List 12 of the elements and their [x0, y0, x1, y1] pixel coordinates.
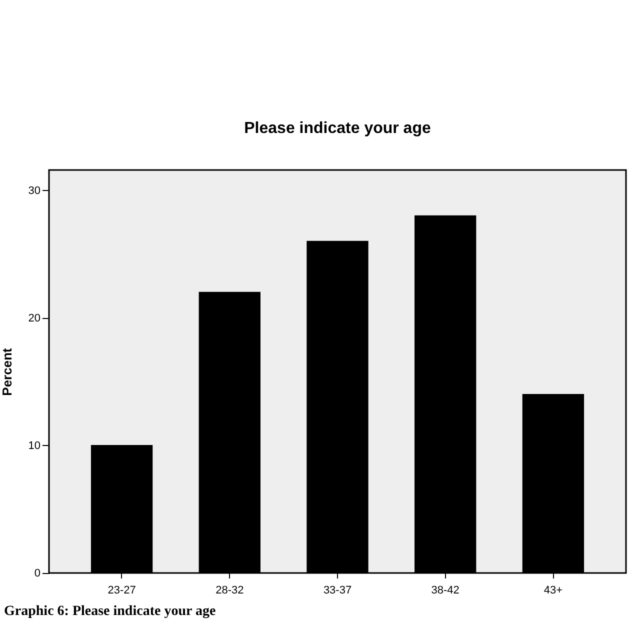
y-tick-label: 10	[28, 440, 40, 452]
y-axis-title: Percent	[0, 347, 14, 396]
x-tick-label: 43+	[544, 584, 563, 596]
x-tick-label: 23-27	[108, 584, 136, 596]
x-tick-label: 33-37	[323, 584, 352, 596]
y-tick-label: 0	[34, 568, 40, 580]
chart-title: Please indicate your age	[244, 120, 431, 137]
x-tick-label: 28-32	[216, 584, 244, 596]
y-tick-label: 30	[28, 184, 40, 197]
x-tick-label: 38-42	[431, 584, 460, 596]
y-tick-label: 20	[28, 312, 40, 324]
text: Graphic 6: Please indicate your age	[4, 604, 216, 620]
